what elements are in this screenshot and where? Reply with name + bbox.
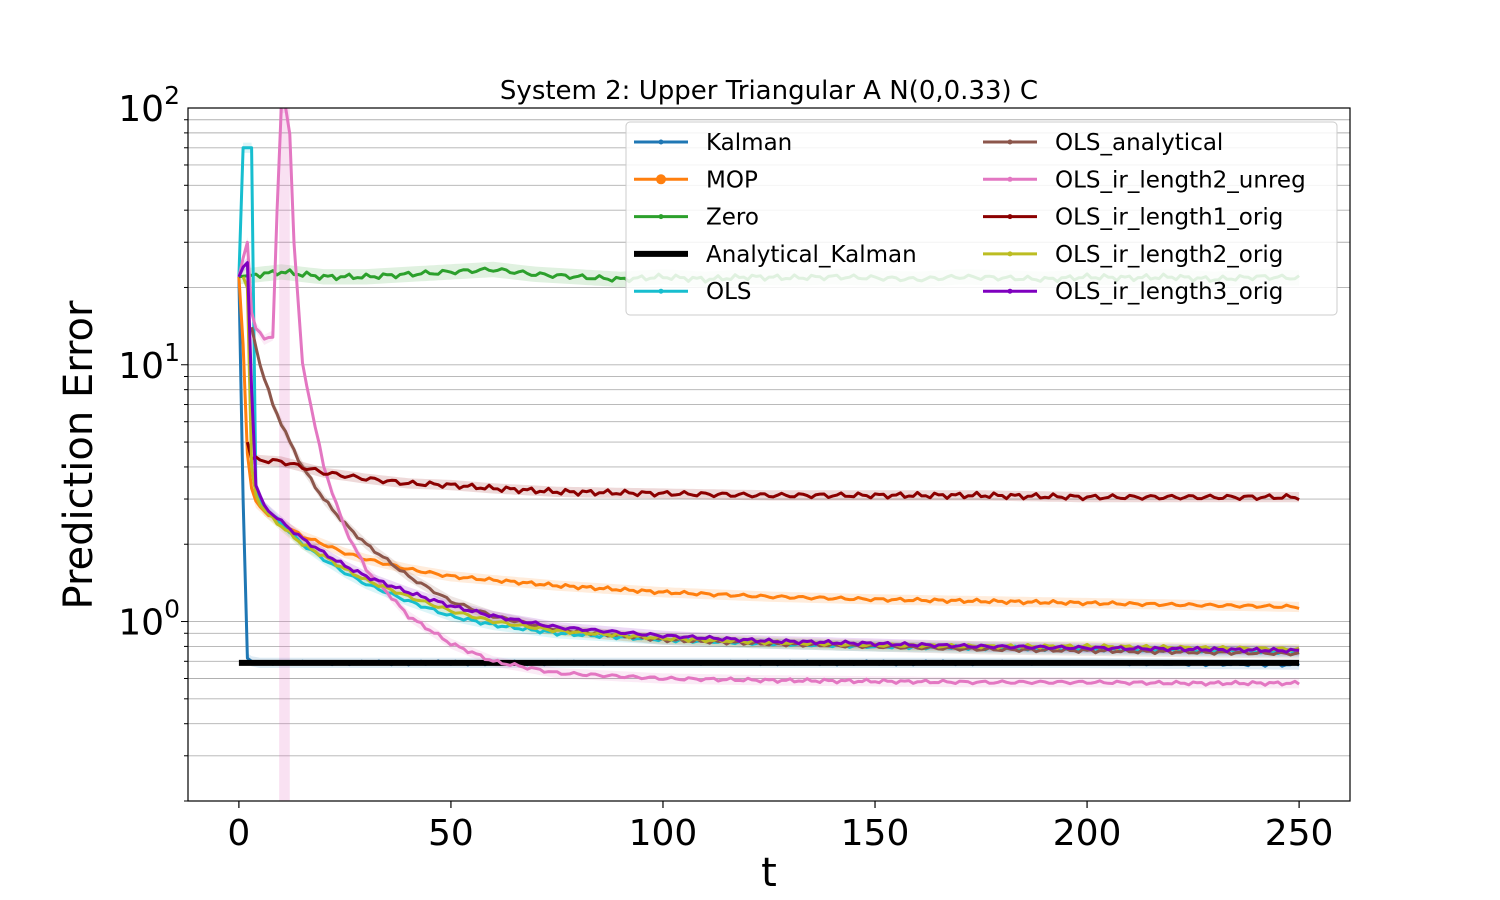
series-line [237,261,1300,654]
x-tick-label: 100 [629,813,698,854]
confidence-band-spike [279,108,290,801]
x-tick-label: 150 [841,813,910,854]
chart-title: System 2: Upper Triangular A N(0,0.33) C [500,76,1038,106]
legend-label: Kalman [706,130,792,156]
x-tick-label: 50 [428,813,474,854]
legend-item: OLS_ir_length3_orig [983,279,1283,305]
legend-label: OLS_analytical [1055,130,1223,156]
legend-label: OLS_ir_length2_unreg [1055,167,1306,193]
series-line [237,276,1300,610]
y-tick-label: 100 [118,595,180,644]
legend: Kalman MOP Zero Analytical_Kalman OLS OLS_ana… [625,121,1338,316]
legend-item: OLS_ir_length1_orig [983,205,1283,231]
legend-label: OLS_ir_length2_orig [1055,242,1283,268]
legend-item: OLS_analytical [983,130,1223,156]
series-line [245,441,1300,502]
legend-label: Analytical_Kalman [706,242,917,268]
legend-item: Zero [634,205,759,231]
x-tick-label: 200 [1053,813,1122,854]
series-line [237,108,1300,687]
legend-label: Zero [706,205,759,231]
x-axis-label: t [761,850,777,896]
x-tick-label: 0 [227,813,250,854]
x-tick-label: 250 [1265,813,1334,854]
legend-item: OLS_ir_length2_unreg [983,167,1306,193]
y-tick-label: 102 [118,81,180,130]
legend-marker [1007,288,1013,294]
legend-label: OLS [706,279,752,305]
y-axis-label: Prediction Error [56,300,102,609]
legend-item: OLS_ir_length2_orig [983,242,1283,268]
legend-item: Kalman [634,130,792,156]
plot-frame [187,107,1351,802]
legend-marker [658,288,664,294]
legend-label: OLS_ir_length1_orig [1055,205,1283,231]
series-line [241,276,1300,652]
legend-label: MOP [706,167,758,193]
legend-label: OLS_ir_length3_orig [1055,279,1283,305]
legend-item: Analytical_Kalman [634,242,917,268]
confidence-band [247,436,1300,503]
legend-marker [1007,176,1013,182]
legend-marker [658,214,664,220]
legend-marker [1007,251,1013,257]
y-axis: 100 101 102 [118,81,188,802]
x-axis: 0 50 100 150 200 250 [227,801,1333,854]
legend-marker [656,174,666,185]
legend-box [625,121,1338,316]
legend-item: OLS [634,279,752,305]
legend-item: MOP [634,167,758,193]
legend-marker [658,139,664,145]
legend-marker [1007,139,1013,145]
y-tick-label: 101 [118,338,180,387]
legend-marker [1007,214,1013,220]
